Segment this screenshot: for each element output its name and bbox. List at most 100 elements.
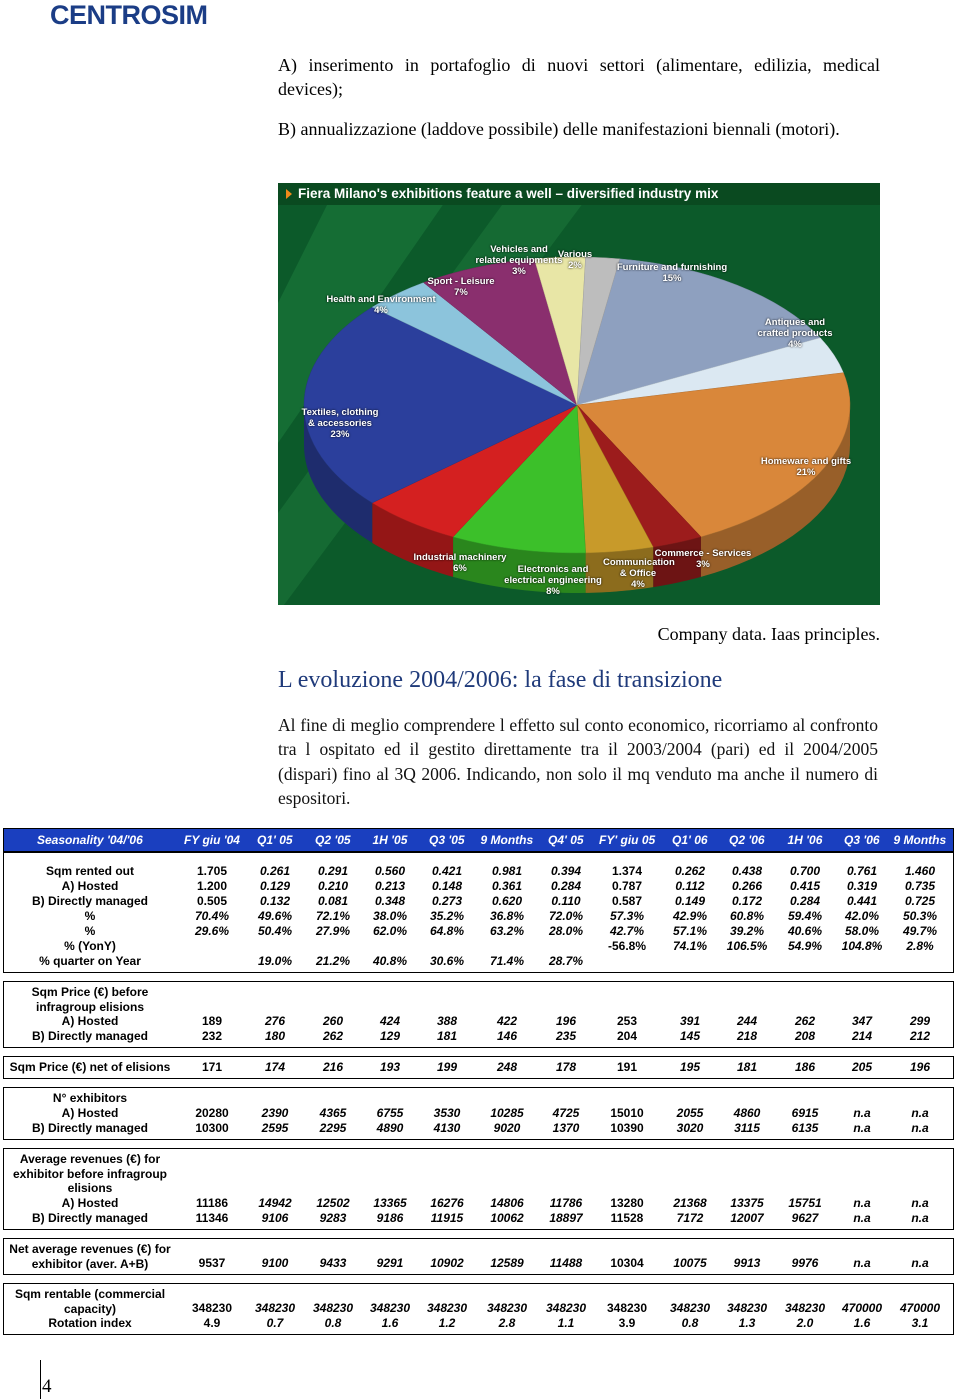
table-cell: 57.1% <box>672 924 708 939</box>
table-cell: 0.149 <box>674 894 706 909</box>
table-cell: 50.4% <box>257 924 293 939</box>
table-cell: 4725 <box>552 1106 580 1121</box>
pie-slice <box>303 306 578 504</box>
row-label: Sqm rentable (commercial capacity) <box>14 1287 166 1316</box>
column-header: Q4' 05 <box>548 833 584 847</box>
table-cell: 262 <box>794 1014 816 1029</box>
table-cell: 64.8% <box>429 924 465 939</box>
slice-value: 2% <box>568 260 582 271</box>
table-cell: 299 <box>909 1014 931 1029</box>
table-cell: 189 <box>201 1014 223 1029</box>
table-cell: 348230 <box>254 1301 296 1316</box>
table-cell: 0.213 <box>374 879 406 894</box>
table-cell: 40.8% <box>372 954 408 969</box>
list-item: A) inserimento in portafoglio di nuovi s… <box>278 55 880 99</box>
row-label: % <box>84 909 96 923</box>
table-section <box>3 1148 954 1230</box>
table-cell: 70.4% <box>194 909 230 924</box>
table-cell: 0.761 <box>846 864 878 879</box>
table-cell: 13280 <box>610 1196 644 1211</box>
table-cell: 49.6% <box>257 909 293 924</box>
row-label: Net average revenues (€) for exhibitor (… <box>9 1242 171 1271</box>
table-cell: 15010 <box>610 1106 644 1121</box>
table-cell: 36.8% <box>489 909 525 924</box>
table-cell: 0.8 <box>681 1316 699 1331</box>
table-cell: 424 <box>379 1014 401 1029</box>
table-cell: n.a <box>911 1256 929 1271</box>
table-cell: 7172 <box>676 1211 704 1226</box>
logo: CENTROSIM <box>50 0 208 30</box>
slice-label: Industrial machinery 6% <box>405 552 515 574</box>
table-cell: 30.6% <box>429 954 465 969</box>
table-cell: 11346 <box>195 1211 229 1226</box>
title-bullet <box>286 189 292 199</box>
table-cell: 6915 <box>791 1106 819 1121</box>
table-cell: 11786 <box>549 1196 583 1211</box>
table-cell: 29.6% <box>194 924 230 939</box>
table-cell: 191 <box>616 1060 638 1075</box>
table-cell: 28.0% <box>548 924 584 939</box>
slice-value: 8% <box>546 586 560 597</box>
table-cell: 3020 <box>676 1121 704 1136</box>
table-cell: 9537 <box>198 1256 226 1271</box>
table-cell: 348230 <box>312 1301 354 1316</box>
table-cell: n.a <box>911 1106 929 1121</box>
table-cell: 12589 <box>490 1256 524 1271</box>
table-cell: 262 <box>322 1029 344 1044</box>
table-cell: 71.4% <box>489 954 525 969</box>
table-cell: 348230 <box>545 1301 587 1316</box>
pie-chart: Fiera Milano's exhibitions feature a wel… <box>278 183 880 605</box>
table-cell: 347 <box>851 1014 873 1029</box>
table-cell: 0.700 <box>789 864 821 879</box>
table-cell: 1.2 <box>438 1316 456 1331</box>
table-cell: 72.0% <box>548 909 584 924</box>
table-cell: 6135 <box>791 1121 819 1136</box>
table-cell: 145 <box>679 1029 701 1044</box>
table-cell: 104.8% <box>841 939 883 954</box>
pie-slice-side <box>453 536 586 593</box>
slice-label: Communication & Office 4% <box>603 557 675 590</box>
table-cell: 348230 <box>426 1301 468 1316</box>
slice-label: Homeware and gifts 21% <box>751 456 861 478</box>
table-cell: 2055 <box>676 1106 704 1121</box>
table-cell: 9433 <box>319 1256 347 1271</box>
table-cell: 204 <box>616 1029 638 1044</box>
pie-slice-side <box>372 502 454 577</box>
slice-value: 4% <box>374 305 388 316</box>
table-cell: 0.081 <box>317 894 349 909</box>
table-cell: 62.0% <box>372 924 408 939</box>
pie-slice-side <box>585 547 654 593</box>
table-cell: 9100 <box>261 1256 289 1271</box>
table-cell: 248 <box>496 1060 518 1075</box>
row-label: Sqm Price (€) before infragroup elisions <box>31 985 149 1014</box>
table-cell: 11186 <box>195 1196 229 1211</box>
slice-label: Sport - Leisure 7% <box>416 276 506 298</box>
row-label: B) Directly managed <box>31 894 149 908</box>
table-cell: 0.291 <box>317 864 349 879</box>
table-section <box>3 852 954 973</box>
table-header <box>3 828 954 852</box>
table-cell: 1.460 <box>904 864 936 879</box>
slice-value: 6% <box>453 563 467 574</box>
table-cell: 40.6% <box>787 924 823 939</box>
table-cell: 3530 <box>433 1106 461 1121</box>
table-cell: 391 <box>679 1014 701 1029</box>
table-cell: 4860 <box>733 1106 761 1121</box>
table-cell: 388 <box>436 1014 458 1029</box>
table-cell: 0.361 <box>491 879 523 894</box>
table-cell: 216 <box>322 1060 344 1075</box>
table-cell: 0.319 <box>846 879 878 894</box>
table-cell: 12007 <box>730 1211 764 1226</box>
table-cell: 180 <box>264 1029 286 1044</box>
slice-value: 23% <box>330 429 350 440</box>
table-cell: 0.560 <box>374 864 406 879</box>
table-cell: 3.9 <box>618 1316 636 1331</box>
slice-name: Textiles, clothing & accessories <box>301 407 379 429</box>
slice-name: Homeware and gifts <box>760 456 852 467</box>
table-section <box>3 1087 954 1140</box>
row-label: A) Hosted <box>61 1014 119 1028</box>
slice-label: Electronics and electrical engineering 8% <box>501 564 605 597</box>
table-cell: 13365 <box>373 1196 407 1211</box>
page-number: 4 <box>42 1376 52 1397</box>
table-cell: 4890 <box>376 1121 404 1136</box>
